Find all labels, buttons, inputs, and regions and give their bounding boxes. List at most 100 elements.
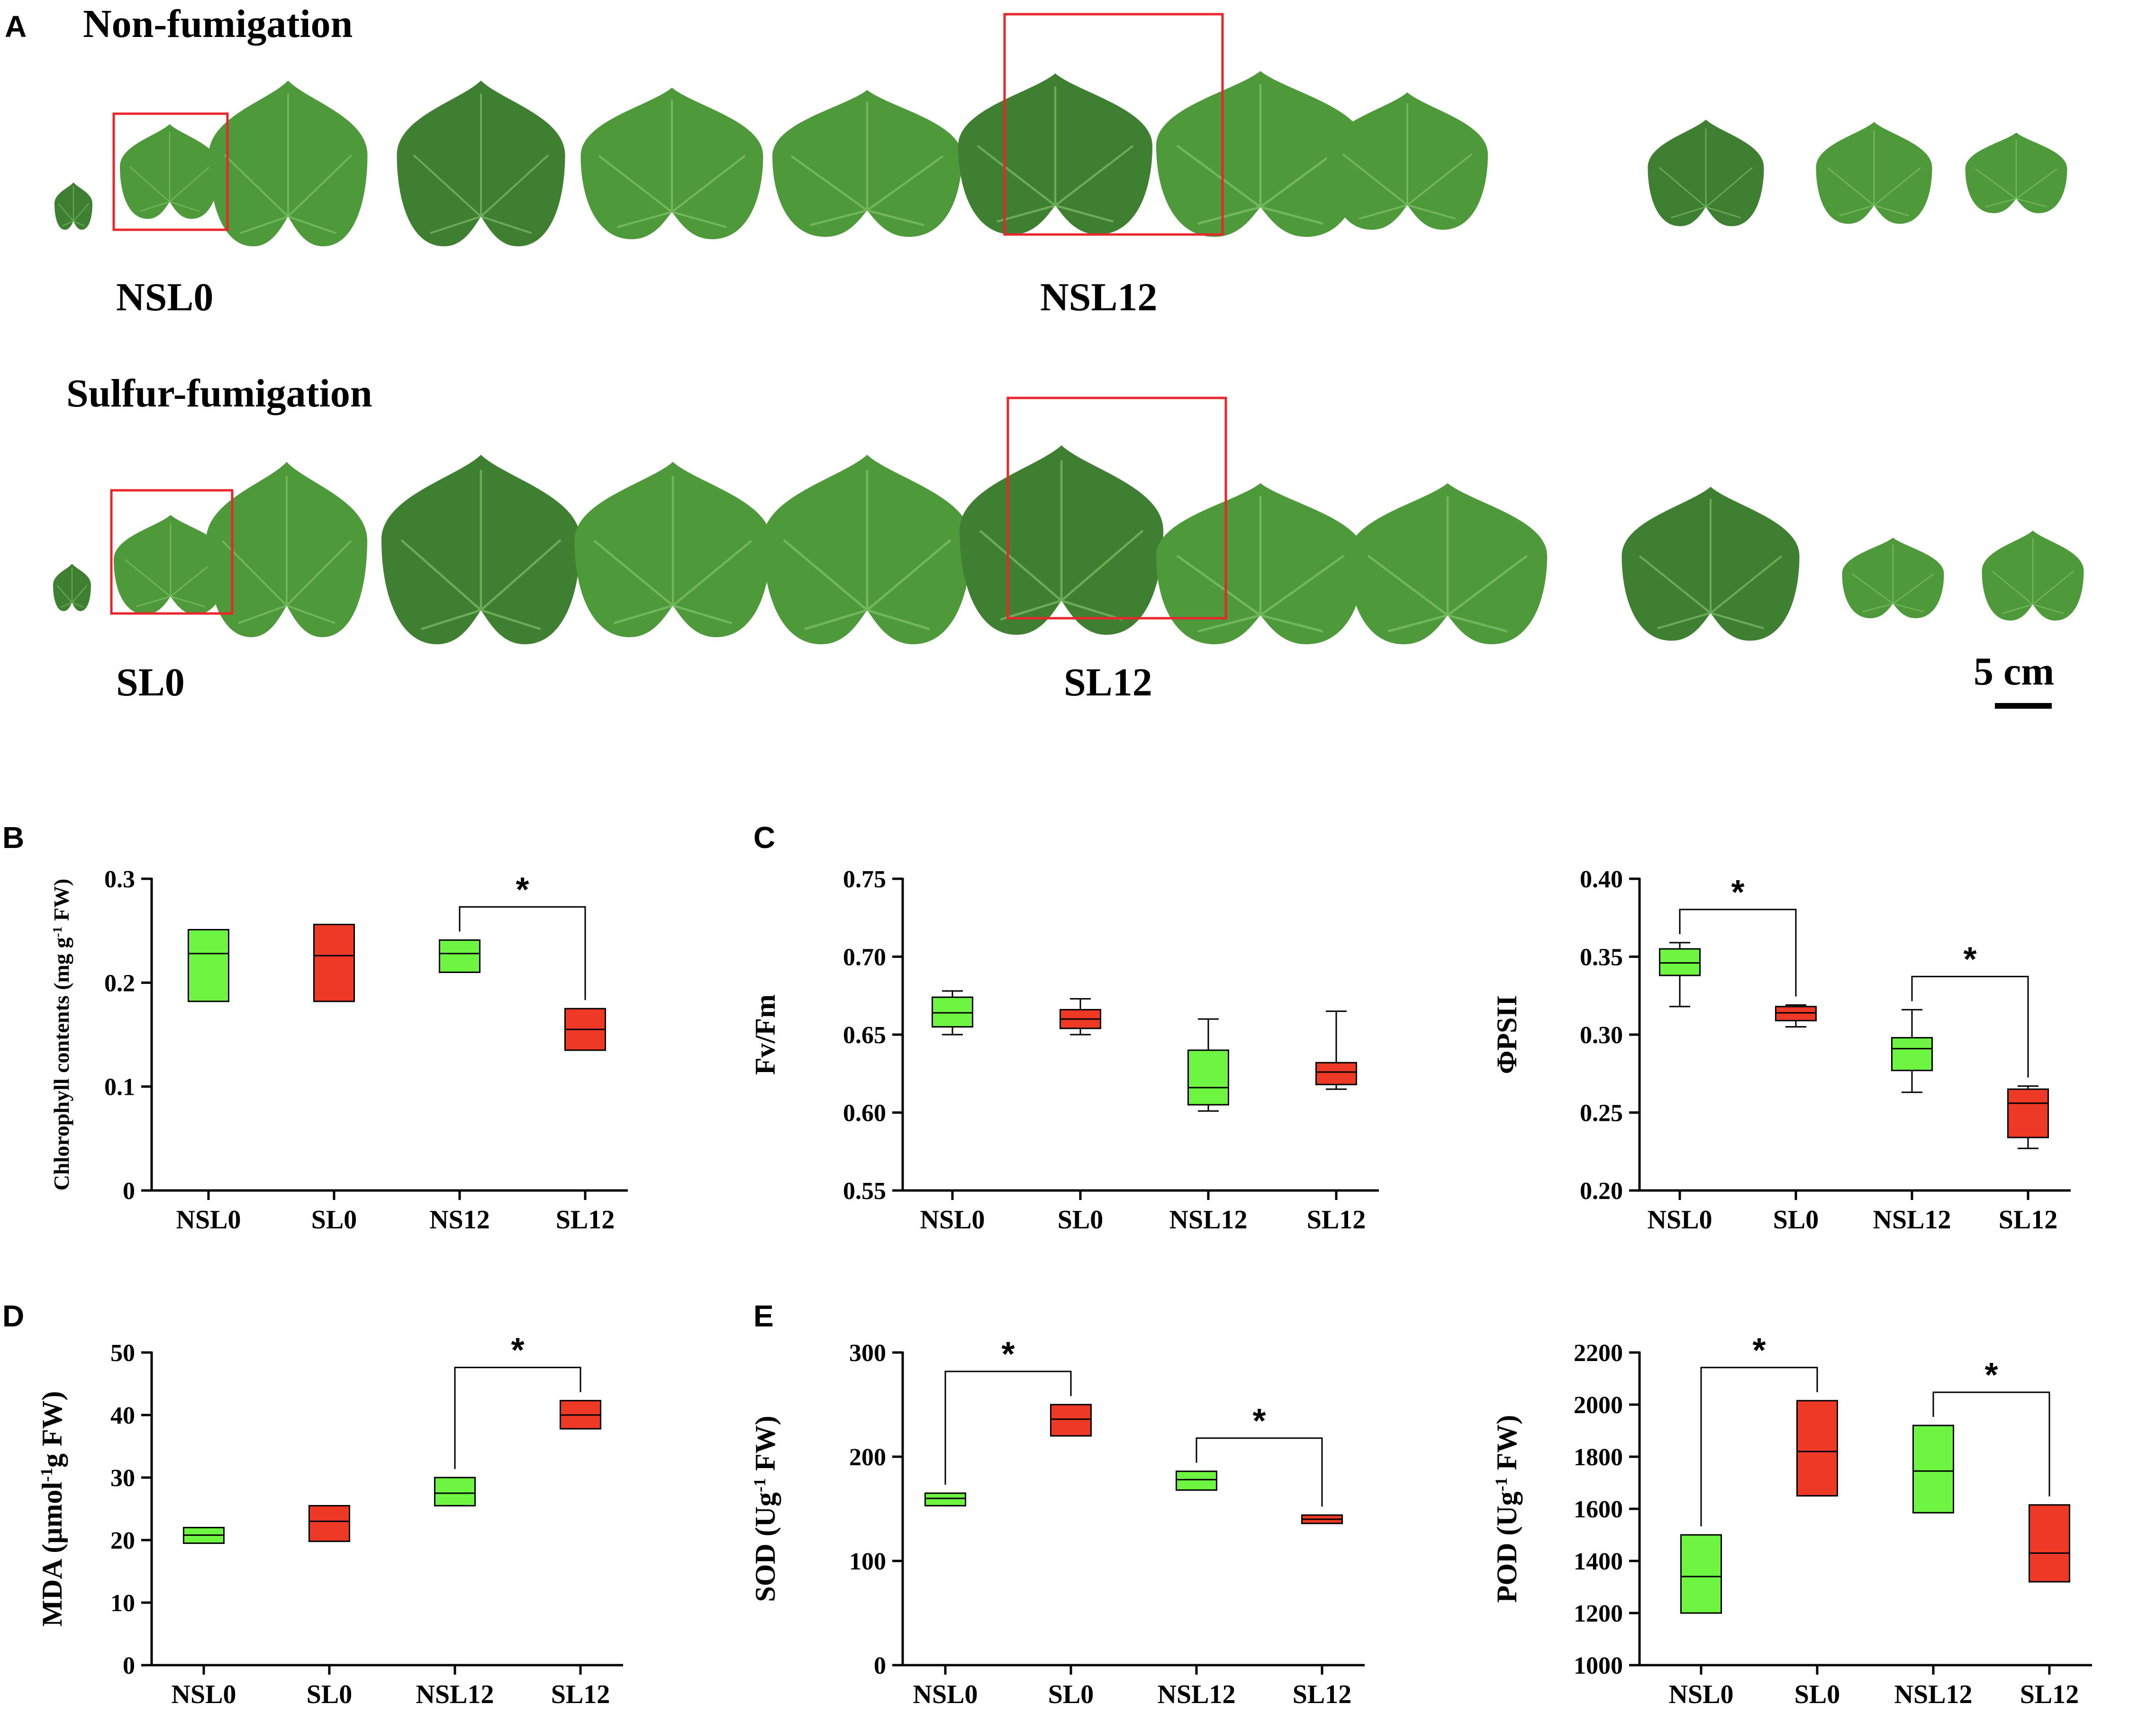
leaf-vein	[1176, 84, 1345, 225]
y-axis-label: Chlorophyll contents (mg g-1 FW)	[49, 879, 73, 1191]
significance-bracket	[1700, 1367, 1818, 1526]
y-tick-label: 1200	[1574, 1600, 1623, 1627]
y-tick-label: 0.25	[1580, 1100, 1623, 1127]
leaf-vein	[1659, 128, 1753, 218]
label-nsl12: NSL12	[1040, 275, 1157, 319]
y-tick-label: 10	[110, 1590, 135, 1617]
panel-e-letter: E	[753, 1299, 774, 1333]
x-tick-label: SL0	[1773, 1205, 1819, 1235]
x-tick-label: SL0	[1058, 1205, 1104, 1235]
box	[2007, 1088, 2049, 1138]
box	[1176, 1470, 1217, 1491]
box	[1912, 1424, 1954, 1514]
y-tick-label: 0	[874, 1652, 886, 1679]
box	[313, 924, 355, 1002]
chart-fvfm: 0.55 0.60 0.65 0.70 0.75 NSL0 SL0 NSL12 SL12 Fv/F…	[750, 866, 1379, 1235]
panel-c-letter: C	[753, 820, 775, 855]
leaf-vein	[1342, 103, 1473, 220]
box	[1659, 948, 1701, 976]
leaf-vein	[58, 186, 89, 226]
leaf-vein	[1975, 139, 2057, 207]
leaf-vein	[413, 94, 549, 234]
significance-bracket	[1196, 1437, 1323, 1507]
leaf-vein	[979, 460, 1144, 621]
x-tick-label: NSL12	[1894, 1680, 1973, 1709]
significance-bracket	[1932, 1391, 2050, 1497]
significance-star: *	[1731, 874, 1744, 911]
x-tick-label: NSL12	[1158, 1680, 1236, 1709]
y-tick-label: 50	[110, 1340, 135, 1367]
chart-sod: 0 100 200 300 NSL0 SL0 NSL12 SL12 SOD (Ug-1 FW) *…	[750, 1335, 1365, 1709]
x-tick-label: NSL12	[1169, 1205, 1248, 1235]
y-tick-label: 0.65	[843, 1022, 886, 1049]
leaf-vein	[593, 476, 752, 624]
y-axis-label: SOD (Ug-1 FW)	[750, 1415, 781, 1602]
box	[434, 1477, 476, 1506]
x-tick-label: NS12	[429, 1205, 490, 1235]
box	[1050, 1404, 1092, 1437]
y-tick-label: 20	[110, 1527, 135, 1554]
box	[932, 996, 973, 1028]
y-tick-label: 0.20	[1580, 1178, 1623, 1205]
x-tick-label: NSL0	[1648, 1205, 1712, 1235]
x-tick-label: SL0	[1048, 1680, 1094, 1709]
y-tick-label: 0.2	[104, 970, 135, 997]
x-tick-label: NSL0	[913, 1680, 978, 1709]
y-tick-label: 0.55	[843, 1178, 886, 1205]
y-tick-label: 0.30	[1580, 1022, 1623, 1049]
row-title-nonfumigation: Non-fumigation	[83, 2, 353, 46]
y-tick-label: 0.40	[1580, 866, 1623, 893]
x-tick-label: SL12	[1307, 1205, 1366, 1235]
x-tick-label: NSL0	[920, 1205, 985, 1235]
leaf-vein	[224, 94, 353, 234]
y-tick-label: 0	[123, 1178, 135, 1205]
leaf-vein	[977, 86, 1134, 223]
box	[924, 1492, 966, 1506]
significance-bracket	[944, 1370, 1072, 1485]
leaf-vein	[1639, 499, 1783, 630]
box	[439, 939, 480, 973]
leaf-vein	[1367, 496, 1528, 633]
box	[1187, 1049, 1229, 1106]
significance-star: *	[1252, 1402, 1266, 1440]
significance-bracket	[1679, 909, 1797, 997]
y-tick-label: 1600	[1574, 1496, 1623, 1523]
label-sl12: SL12	[1064, 660, 1152, 704]
y-tick-label: 30	[110, 1465, 135, 1492]
y-axis-label: MDA (μmol-1g FW)	[36, 1391, 68, 1626]
box	[308, 1505, 350, 1542]
y-tick-label: 1800	[1574, 1444, 1623, 1471]
x-tick-label: SL0	[1794, 1680, 1840, 1709]
leaf-vein	[129, 132, 210, 212]
box	[2029, 1504, 2070, 1583]
leaf-vein	[1852, 544, 1934, 613]
panel-a: A Non-fumigation NSL0 NSL12 Sulfur-fumig…	[5, 2, 2084, 709]
significance-bracket	[454, 1367, 581, 1469]
y-tick-label: 0.35	[1580, 944, 1623, 971]
leaf-vein	[783, 470, 951, 631]
x-tick-label: NSL12	[1873, 1205, 1951, 1235]
leaf-vein	[790, 101, 944, 226]
leaf-vein	[1176, 496, 1345, 633]
highlight-box	[1006, 397, 1227, 620]
x-tick-label: NSL0	[176, 1205, 241, 1235]
row-title-sulfur-fumigation: Sulfur-fumigation	[66, 371, 372, 415]
y-tick-label: 0.1	[104, 1074, 135, 1101]
box	[188, 929, 229, 1002]
x-tick-label: SL12	[2020, 1680, 2079, 1709]
x-tick-label: SL12	[556, 1205, 615, 1235]
significance-star: *	[1984, 1356, 1998, 1394]
significance-star: *	[516, 871, 529, 909]
box	[1796, 1400, 1838, 1497]
y-tick-label: 300	[849, 1340, 886, 1367]
y-tick-label: 0.60	[843, 1100, 886, 1127]
y-tick-label: 2000	[1574, 1392, 1623, 1419]
x-tick-label: SL12	[1293, 1680, 1352, 1709]
chart-chlorophyll: 0 0.1 0.2 0.3 NSL0 SL0 NS12 SL12 Chlorophyll con…	[49, 866, 628, 1235]
highlight-box	[110, 489, 234, 615]
leaf-vein	[598, 99, 746, 228]
panel-a-letter: A	[5, 9, 27, 44]
box	[1891, 1037, 1933, 1072]
